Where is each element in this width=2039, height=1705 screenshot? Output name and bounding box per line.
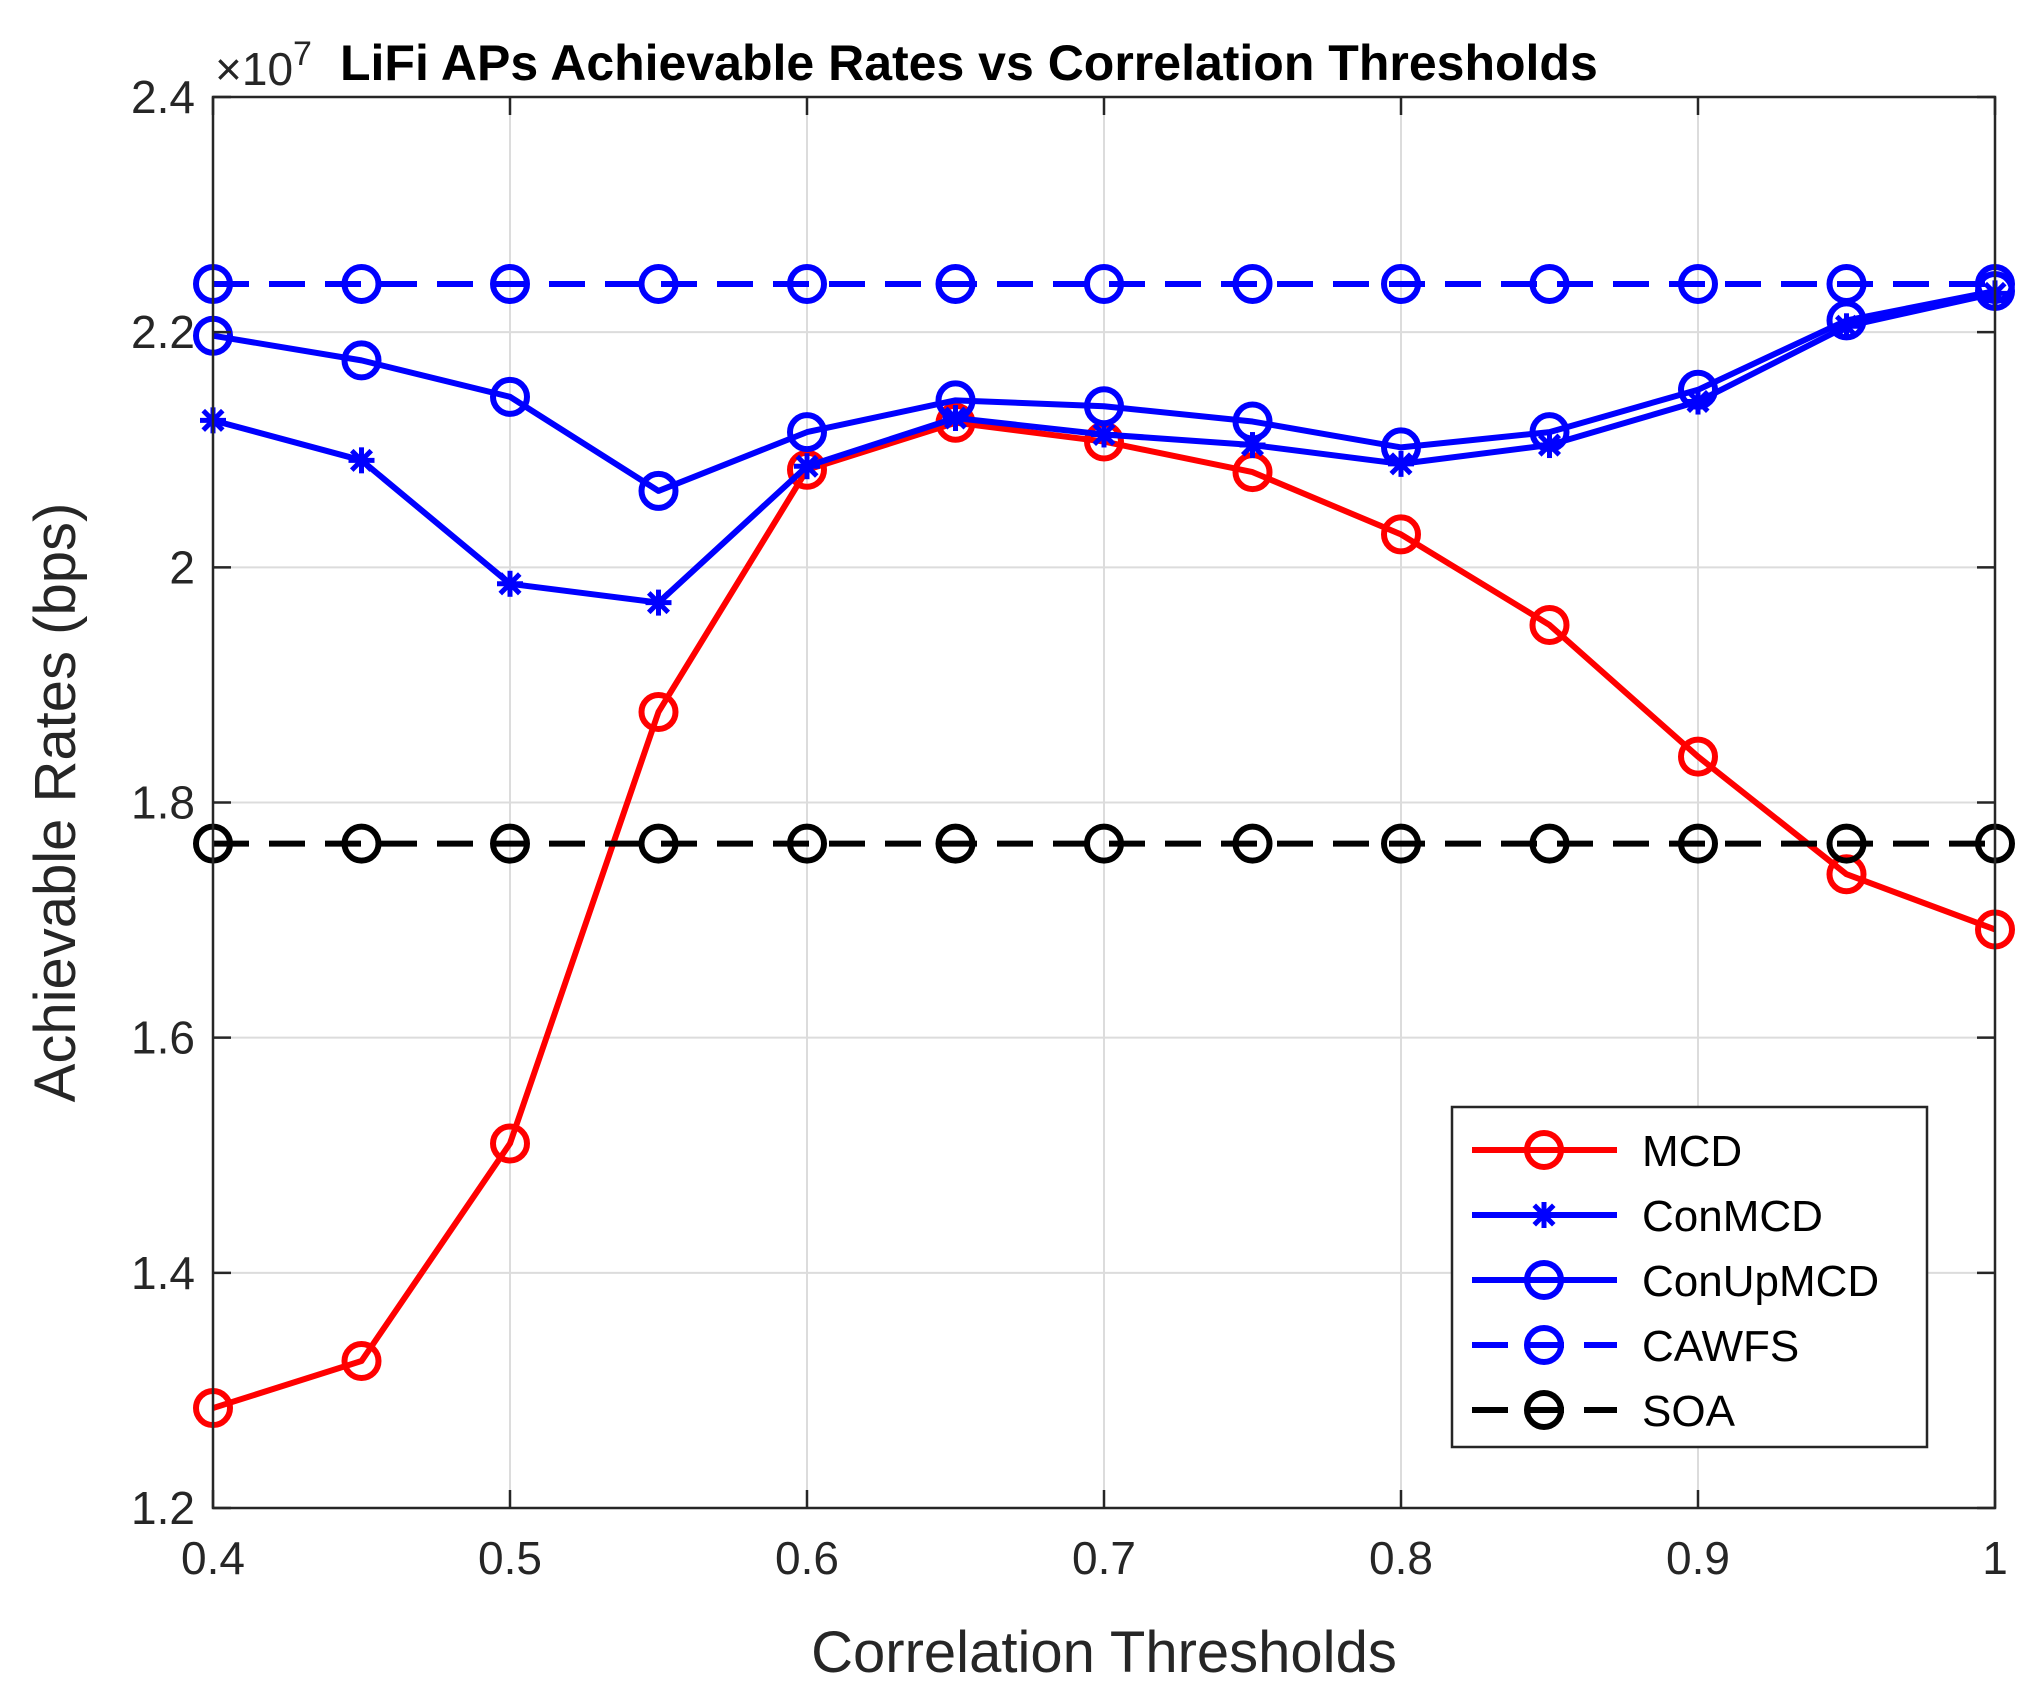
y-tick-label: 2.4 [131, 71, 195, 123]
legend-marker-conupmcd [1524, 1260, 1564, 1300]
legend-marker-cawfs [1524, 1325, 1564, 1365]
data-point-conupmcd [490, 376, 530, 417]
y-tick-label: 2.2 [131, 306, 195, 358]
data-point-conupmcd [935, 380, 976, 421]
data-point-soa [787, 823, 827, 864]
data-point-conupmcd [1529, 412, 1570, 453]
legend-label-conmcd: ConMCD [1642, 1192, 1823, 1241]
data-point-mcd [341, 1341, 382, 1382]
x-tick-label: 1 [1982, 1532, 2008, 1584]
star-stroke [795, 454, 819, 478]
data-point-conupmcd [1678, 369, 1718, 410]
x-tick-label: 0.9 [1666, 1532, 1730, 1584]
star-stroke [646, 591, 671, 615]
data-point-soa [1232, 823, 1273, 864]
legend-marker-soa [1524, 1390, 1564, 1430]
data-point-soa [1381, 823, 1421, 864]
legend-item-conmcd: ConMCD [1472, 1192, 1823, 1241]
y-tick-label: 1.4 [131, 1247, 195, 1299]
data-point-cawfs [341, 263, 382, 304]
data-point-soa [1084, 823, 1124, 864]
y-axis-title: Achievable Rates (bps) [23, 503, 88, 1103]
data-point-conmcd [497, 570, 523, 597]
data-point-cawfs [1232, 263, 1273, 304]
data-point-cawfs [1381, 263, 1421, 304]
star-stroke [1537, 433, 1562, 457]
x-tick-label: 0.6 [775, 1532, 839, 1584]
legend-item-mcd: MCD [1472, 1127, 1742, 1176]
series-line-conupmcd [212, 288, 1996, 494]
data-point-soa [1529, 823, 1570, 864]
legend-item-cawfs: CAWFS [1472, 1322, 1799, 1371]
star-stroke [498, 572, 522, 596]
data-point-cawfs [638, 263, 679, 304]
data-point-cawfs [1084, 263, 1124, 304]
data-point-mcd [1381, 514, 1421, 555]
legend: MCD ConMCD ConUpMCD CAWFS SOA [1450, 1105, 1929, 1449]
star-stroke [1532, 1203, 1556, 1227]
data-point-cawfs [490, 263, 530, 304]
legend-label-cawfs: CAWFS [1642, 1322, 1799, 1371]
legend-label-mcd: MCD [1642, 1127, 1742, 1176]
x-tick-label: 0.4 [181, 1532, 245, 1584]
axis-ticks: 0.4 0.5 0.6 0.7 0.8 0.9 1 1.2 1.4 1.6 1.8 2 2.2 2.4 [131, 71, 2008, 1584]
data-point-soa [1678, 823, 1718, 864]
data-point-conupmcd [787, 412, 827, 453]
data-point-mcd [1678, 736, 1718, 777]
data-point-mcd [1529, 604, 1570, 645]
x-tick-label: 0.5 [478, 1532, 542, 1584]
data-point-cawfs [1678, 263, 1718, 304]
data-point-cawfs [1529, 263, 1570, 304]
x-tick-label: 0.7 [1072, 1532, 1136, 1584]
data-point-cawfs [787, 263, 827, 304]
data-point-conupmcd [1381, 427, 1421, 468]
data-point-mcd [490, 1123, 530, 1164]
y-axis-exponent: ×107 [215, 35, 312, 95]
data-point-cawfs [1826, 263, 1867, 304]
legend-item-conupmcd: ConUpMCD [1472, 1257, 1879, 1306]
data-point-conmcd [1091, 421, 1117, 448]
legend-label-soa: SOA [1642, 1387, 1736, 1436]
y-tick-label: 2 [169, 541, 195, 593]
data-point-conupmcd [638, 470, 679, 511]
y-tick-label: 1.8 [131, 777, 195, 829]
data-point-mcd [638, 691, 679, 732]
data-point-conmcd [348, 447, 375, 474]
data-point-soa [490, 823, 530, 864]
star-stroke [349, 448, 374, 472]
data-point-conmcd [645, 589, 672, 616]
legend-item-soa: SOA [1472, 1387, 1736, 1436]
y-tick-label: 1.6 [131, 1012, 195, 1064]
data-point-conupmcd [1232, 401, 1273, 442]
y-tick-label: 1.2 [131, 1482, 195, 1534]
legend-label-conupmcd: ConUpMCD [1642, 1257, 1879, 1306]
legend-marker-mcd [1524, 1130, 1564, 1170]
data-point-conmcd [794, 453, 820, 480]
data-point-cawfs [935, 263, 976, 304]
data-point-soa [1826, 823, 1867, 864]
y-exponent-base: ×10 [215, 43, 293, 95]
star-stroke [1092, 422, 1116, 446]
legend-marker-conmcd [1531, 1202, 1557, 1228]
data-point-soa [341, 823, 382, 864]
chart-title: LiFi APs Achievable Rates vs Correlation… [340, 35, 1598, 91]
data-point-conupmcd [1084, 386, 1124, 427]
x-tick-label: 0.8 [1369, 1532, 1433, 1584]
data-point-mcd [1826, 854, 1867, 895]
data-point-soa [638, 823, 679, 864]
data-point-conupmcd [341, 340, 382, 381]
data-point-mcd [787, 449, 827, 490]
y-exponent-power: 7 [293, 35, 312, 73]
x-axis-title: Correlation Thresholds [811, 1620, 1397, 1685]
series-cawfs [193, 263, 2015, 304]
data-point-soa [935, 823, 976, 864]
